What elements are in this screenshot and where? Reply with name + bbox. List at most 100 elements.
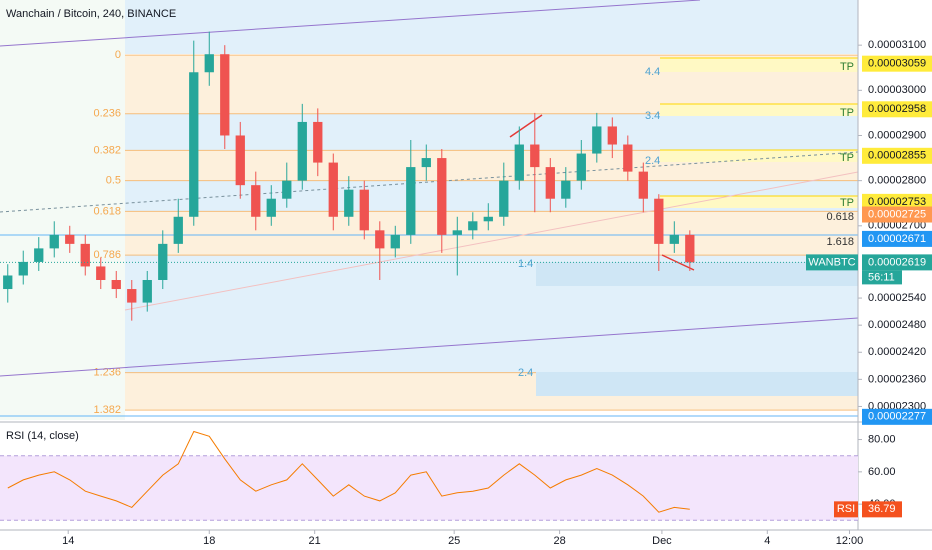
y-tick-label: 0.00002480 xyxy=(868,319,926,331)
candle-body xyxy=(344,189,354,217)
y-tick-label: 0.00003000 xyxy=(868,84,926,96)
rsi-name: RSI xyxy=(837,503,855,515)
candle-body xyxy=(576,153,586,181)
tp-box xyxy=(660,58,858,72)
candle-body xyxy=(251,185,261,217)
target-label: 1.4 xyxy=(518,258,533,270)
candle-body xyxy=(592,126,602,154)
target-label: 4.4 xyxy=(645,66,660,78)
candle-body xyxy=(669,234,679,244)
price-label-box xyxy=(862,101,932,118)
symbol-label: WANBTC xyxy=(808,256,855,268)
target-label: 3.4 xyxy=(645,110,660,122)
candle-body xyxy=(530,144,540,168)
candle-body xyxy=(65,234,75,244)
rsi-tick-label: 80.00 xyxy=(868,433,896,445)
candle-body xyxy=(499,180,509,217)
y-tick-label: 0.00002420 xyxy=(868,346,926,358)
candle-body xyxy=(654,198,664,244)
rsi-band xyxy=(0,455,858,521)
divergence-line xyxy=(509,114,543,138)
candle-body xyxy=(18,261,28,276)
fib-right-label: 0.618 xyxy=(826,211,854,223)
price-label: 0.00002855 xyxy=(868,150,926,162)
target-label: 2.4 xyxy=(518,367,533,379)
channel-bottom xyxy=(0,317,859,377)
left-zone xyxy=(0,0,125,420)
channel-top xyxy=(0,0,701,47)
fib-label: 0.786 xyxy=(93,249,121,261)
candle-body xyxy=(173,216,183,244)
mid-line xyxy=(0,151,859,213)
candle-body xyxy=(49,234,59,249)
candle-body xyxy=(406,167,416,235)
y-tick-label: 0.00002700 xyxy=(868,220,926,232)
target-box xyxy=(536,372,858,396)
countdown: 56:11 xyxy=(868,271,895,283)
fib-label: 0.236 xyxy=(93,108,121,120)
tp-label: TP xyxy=(840,107,854,119)
y-tick-label: 0.00002360 xyxy=(868,373,926,385)
price-label: 0.00002277 xyxy=(868,411,926,423)
price-label: 0.00003059 xyxy=(868,58,926,70)
rsi-value-box xyxy=(862,501,902,518)
candle-body xyxy=(266,198,276,217)
candle-body xyxy=(127,289,137,303)
candle-body xyxy=(561,180,571,199)
fib-label: 0.618 xyxy=(93,205,121,217)
candle-body xyxy=(282,180,292,199)
rsi-title: RSI (14, close) xyxy=(6,430,79,442)
candle-body xyxy=(375,230,385,249)
candle-body xyxy=(514,144,524,181)
tp-label: TP xyxy=(840,61,854,73)
candle-body xyxy=(359,189,369,231)
fib-right-label: 1.618 xyxy=(826,236,854,248)
price-label: 0.00002958 xyxy=(868,103,926,115)
top-zone xyxy=(125,0,858,54)
candle-body xyxy=(483,216,493,222)
price-label-box xyxy=(862,254,932,271)
price-label: 0.00002753 xyxy=(868,196,926,208)
x-tick-label: 28 xyxy=(553,535,565,547)
fib-label: 1.382 xyxy=(93,404,121,416)
price-label: 0.00002725 xyxy=(868,208,926,220)
tp-boxes xyxy=(0,57,858,417)
y-tick-label: 0.00002800 xyxy=(868,175,926,187)
candle-body xyxy=(545,167,555,199)
tp-label: TP xyxy=(840,152,854,164)
x-tick-label: 14 xyxy=(62,535,74,547)
tp-box xyxy=(660,104,858,116)
x-tick-label: Dec xyxy=(652,535,672,547)
rsi-name-box xyxy=(834,501,858,518)
candle-body xyxy=(80,243,90,267)
target-box xyxy=(536,262,858,286)
candle-body xyxy=(34,248,44,262)
candle-body xyxy=(638,171,648,199)
trend-lines xyxy=(0,0,859,377)
candle-body xyxy=(468,221,478,231)
price-label-box xyxy=(862,147,932,164)
fib-label: 0.382 xyxy=(93,144,121,156)
fib-label: 0 xyxy=(115,49,121,61)
x-tick-label: 4 xyxy=(764,535,770,547)
countdown-box xyxy=(862,270,902,285)
candle-body xyxy=(607,126,617,145)
price-label-box xyxy=(862,408,932,425)
rsi-tick-label: 60.00 xyxy=(868,466,896,478)
y-tick-label: 0.00003100 xyxy=(868,39,926,51)
fib-label: 0.5 xyxy=(106,175,121,187)
candle-body xyxy=(111,280,121,290)
candle-body xyxy=(189,72,199,217)
price-label: 0.00002671 xyxy=(868,233,926,245)
rsi-value: 36.79 xyxy=(868,503,896,515)
price-label-box xyxy=(862,55,932,72)
target-label: 2.4 xyxy=(645,155,660,167)
fib-band xyxy=(125,113,858,151)
tp-label: TP xyxy=(840,197,854,209)
x-tick-label: 21 xyxy=(309,535,321,547)
candle-body xyxy=(328,162,338,217)
candle-body xyxy=(452,230,462,235)
price-label: 0.00002619 xyxy=(868,256,926,268)
candle-body xyxy=(96,266,106,280)
